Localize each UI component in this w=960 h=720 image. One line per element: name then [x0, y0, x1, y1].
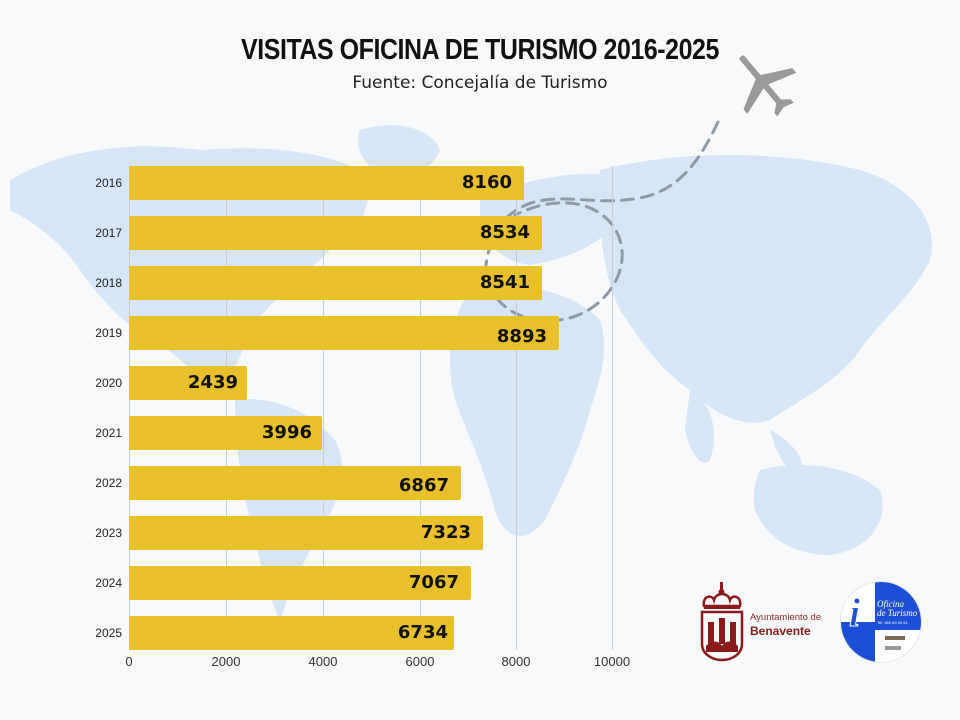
x-tick-0: 0: [125, 654, 133, 669]
bar: 8534: [129, 216, 542, 250]
bar: 8160: [129, 166, 524, 200]
oficina-line2: de Turismo: [877, 608, 918, 618]
gridline-0: [129, 166, 130, 650]
bar: 7067: [129, 566, 471, 600]
svg-text:i: i: [849, 590, 860, 635]
category-label: 2025: [95, 626, 122, 640]
oficina-tel: Tel. 980 63 44 51: [877, 620, 908, 625]
category-label: 2016: [95, 176, 122, 190]
x-tick-8000: 8000: [501, 654, 531, 669]
bar-value-label: 6734: [397, 622, 448, 643]
chart-subtitle: Fuente: Concejalía de Turismo: [352, 73, 608, 93]
category-label: 2019: [95, 326, 122, 340]
x-tick-6000: 6000: [405, 654, 435, 669]
x-tick-4000: 4000: [308, 654, 338, 669]
ayuntamiento-label: Ayuntamiento de: [750, 612, 822, 623]
bar-value-label: 8160: [461, 172, 512, 193]
bar-value-label: 8893: [496, 326, 547, 347]
category-label: 2023: [95, 526, 122, 540]
bar: 2439: [129, 366, 247, 400]
coat-of-arms-icon: [700, 582, 744, 662]
bar: 3996: [129, 416, 322, 450]
oficina-turismo-logo: i Oficina de Turismo Tel. 980 63 44 51: [841, 582, 921, 662]
gridline-8000: [516, 166, 517, 650]
category-label: 2024: [95, 576, 122, 590]
category-label: 2022: [95, 476, 122, 490]
ayuntamiento-benavente-logo: Ayuntamiento de Benavente: [698, 582, 832, 662]
oficina-label: Oficina de Turismo: [877, 600, 917, 618]
x-tick-10000: 10000: [593, 654, 631, 669]
bar: 8893: [129, 316, 559, 350]
category-label: 2020: [95, 376, 122, 390]
category-label: 2018: [95, 276, 122, 290]
bar-value-label: 6867: [398, 475, 449, 496]
bar-value-label: 7323: [420, 522, 471, 543]
bar: 6867: [129, 466, 461, 500]
bar-value-label: 8534: [479, 222, 530, 243]
bar-value-label: 3996: [261, 422, 312, 443]
bar-value-label: 7067: [408, 572, 459, 593]
gridline-10000: [612, 166, 613, 650]
bar: 7323: [129, 516, 483, 550]
bar-value-label: 8541: [479, 272, 530, 293]
x-tick-2000: 2000: [211, 654, 241, 669]
chart-title: VISITAS OFICINA DE TURISMO 2016-2025: [241, 34, 719, 66]
info-badge-icon: i: [841, 582, 921, 662]
airplane-icon: [739, 55, 797, 117]
bar-value-label: 2439: [187, 372, 238, 393]
benavente-label: Benavente: [750, 624, 811, 638]
gridline-4000: [323, 166, 324, 650]
bar: 6734: [129, 616, 454, 650]
category-label: 2021: [95, 426, 122, 440]
gridline-6000: [420, 166, 421, 650]
gridline-2000: [226, 166, 227, 650]
bar: 8541: [129, 266, 542, 300]
category-label: 2017: [95, 226, 122, 240]
oficina-line1: Oficina: [877, 599, 904, 609]
